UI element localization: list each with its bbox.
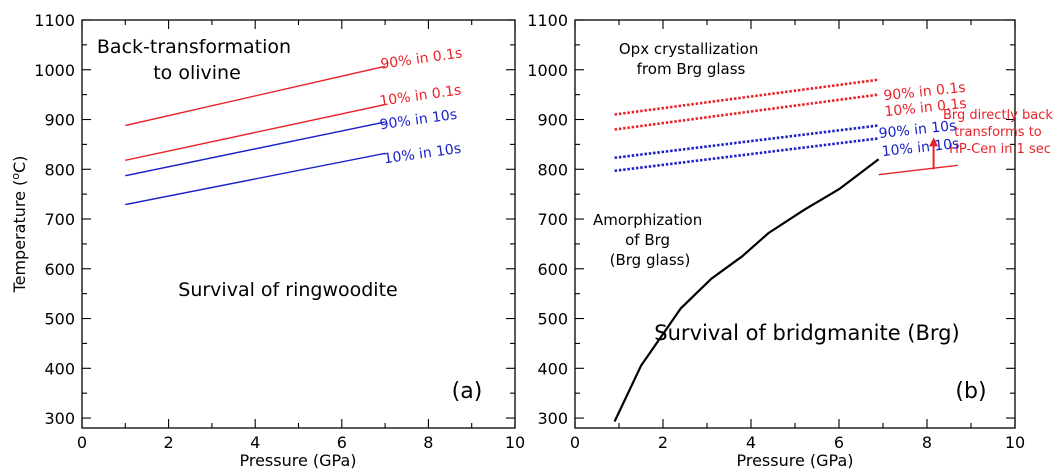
plot-frame-a [81, 19, 516, 429]
panel-b: 0 2 4 6 8 10 300 400 500 600 700 800 900 1000 1100 Pre… [527, 11, 1057, 469]
series-line [613, 158, 880, 422]
annotation-line: HP-Cen in 1 sec [949, 142, 1051, 157]
y-tick-label: 400 [537, 359, 568, 378]
annotation-line: to olivine [153, 62, 241, 84]
series-line [614, 78, 879, 116]
series-label-a-10-10s: 10% in 10s [383, 141, 462, 168]
y-tick-label: 1100 [34, 11, 75, 30]
annotation-line: from Brg glass [637, 60, 746, 78]
x-tick-label: 8 [423, 433, 433, 452]
x-tick-label: 0 [77, 433, 87, 452]
annotation-opx-crystallization: Opx crystallization from Brg glass [619, 40, 763, 78]
x-tick-label: 10 [505, 433, 525, 452]
y-tick-label: 700 [537, 210, 568, 229]
y-tick-label: 800 [537, 160, 568, 179]
x-tick-label: 6 [834, 433, 844, 452]
y-tick-label: 900 [537, 111, 568, 130]
tick-labels-a: 0 2 4 6 8 10 300 400 500 600 700 800 900 1000 1100 [34, 11, 525, 452]
panel-label-b: (b) [955, 379, 986, 404]
series-b [613, 78, 958, 422]
x-tick-label: 2 [658, 433, 668, 452]
y-tick-label: 300 [537, 409, 568, 428]
series-line [614, 93, 879, 131]
annotation-direct-back-transform: Brg directly back transforms to HP-Cen i… [943, 108, 1057, 157]
y-tick-label: 1000 [34, 61, 75, 80]
y-tick-label: 700 [44, 210, 75, 229]
annotation-line: transforms to [954, 125, 1042, 140]
y-tick-label: 500 [537, 310, 568, 329]
panel-a: 0 2 4 6 8 10 300 400 500 600 700 800 900 1000 1100 Tem… [9, 11, 526, 469]
annotation-line: of Brg [625, 231, 670, 249]
red-up-arrow [929, 137, 939, 170]
series-label-a-90-10s: 90% in 10s [379, 107, 458, 134]
y-tick-label: 300 [44, 409, 75, 428]
annotation-survival-bridgmanite: Survival of bridgmanite (Brg) [654, 321, 959, 345]
series-line [125, 121, 386, 177]
annotation-survival-ringwoodite: Survival of ringwoodite [178, 279, 397, 301]
annotation-amorphization: Amorphization of Brg (Brg glass) [593, 211, 707, 269]
annotation-line: Brg directly back [943, 108, 1053, 123]
x-tick-label: 6 [337, 433, 347, 452]
tick-labels-b: 0 2 4 6 8 10 300 400 500 600 700 800 900 1000 1100 [527, 11, 1025, 452]
series-line [614, 124, 879, 160]
series-line [125, 103, 386, 161]
tick-marks-b [574, 19, 1016, 428]
panel-label-a: (a) [452, 379, 483, 404]
y-tick-label: 800 [44, 160, 75, 179]
series-line [125, 152, 386, 206]
y-tick-label: 400 [44, 359, 75, 378]
y-tick-label: 600 [44, 260, 75, 279]
x-tick-label: 2 [164, 433, 174, 452]
x-tick-label: 0 [570, 433, 580, 452]
series-line [614, 137, 879, 173]
x-axis-label-b: Pressure (GPa) [736, 451, 853, 469]
x-axis-label-a: Pressure (GPa) [239, 451, 356, 469]
y-axis-label: Temperature (oC) [9, 156, 30, 294]
series-line [878, 164, 958, 176]
y-tick-label: 500 [44, 310, 75, 329]
x-tick-label: 4 [746, 433, 756, 452]
series-line [125, 65, 386, 127]
y-tick-label: 600 [537, 260, 568, 279]
y-tick-label: 1100 [527, 11, 568, 30]
annotation-back-transformation: Back-transformation to olivine [97, 36, 297, 84]
arrow-head [929, 137, 939, 147]
series-label-a-90-0.1s: 90% in 0.1s [380, 45, 464, 72]
annotation-line: Back-transformation [97, 36, 291, 58]
y-tick-label: 1000 [527, 61, 568, 80]
annotation-line: Opx crystallization [619, 40, 758, 58]
series-a [125, 65, 386, 206]
annotation-line: (Brg glass) [610, 251, 691, 269]
series-label-a-10-0.1s: 10% in 0.1s [379, 82, 463, 109]
tick-marks-a [81, 19, 516, 428]
y-tick-label: 900 [44, 111, 75, 130]
annotation-line: Amorphization [593, 211, 702, 229]
x-tick-label: 10 [1005, 433, 1025, 452]
x-tick-label: 4 [250, 433, 260, 452]
x-tick-label: 8 [922, 433, 932, 452]
